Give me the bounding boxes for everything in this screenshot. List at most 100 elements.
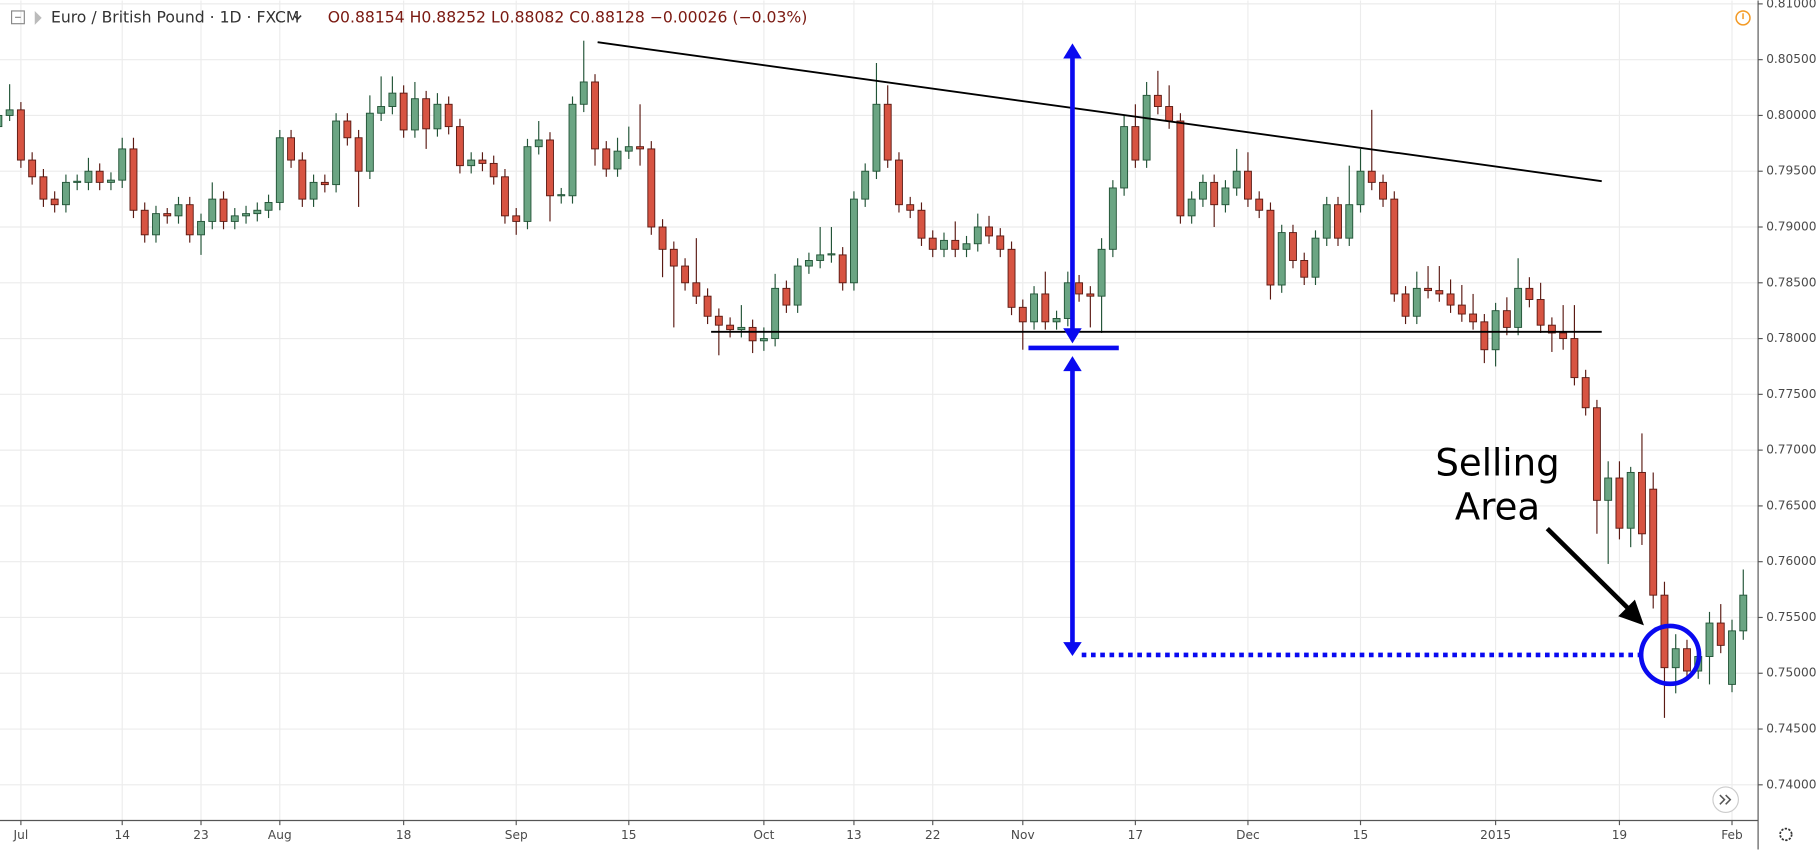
dropdown-icon[interactable] — [293, 15, 302, 21]
candle-body — [0, 114, 3, 128]
candle-body — [73, 180, 82, 183]
candle-body — [557, 194, 566, 197]
candle-body — [523, 146, 532, 222]
candle-body — [1221, 187, 1230, 206]
y-tick-label: 0.77500 — [1766, 387, 1816, 401]
candle-body — [129, 148, 138, 211]
drawings: Selling Area — [597, 41, 1702, 687]
candle-body — [1728, 630, 1736, 685]
candle-body — [1390, 198, 1399, 295]
candle-body — [5, 109, 14, 116]
candle-body — [1559, 332, 1568, 340]
x-tick-label: Dec — [1236, 828, 1260, 842]
candle-body — [1525, 287, 1534, 300]
alert-icon[interactable] — [1735, 10, 1751, 26]
settings-icon[interactable] — [1779, 827, 1793, 842]
candle-body — [489, 162, 498, 178]
candle-body — [546, 139, 554, 197]
pointer-head — [1618, 599, 1644, 626]
collapse-icon[interactable] — [11, 10, 25, 25]
candle-body — [95, 170, 104, 183]
candle-body — [771, 287, 780, 340]
candle-body — [478, 159, 487, 164]
candle-body — [174, 204, 183, 217]
y-tick-label: 0.75000 — [1766, 666, 1816, 680]
candle-body — [849, 198, 858, 284]
candle-body — [16, 109, 25, 161]
candle-body — [759, 338, 768, 342]
candle-body — [1626, 471, 1635, 529]
y-tick-label: 0.78500 — [1766, 275, 1816, 289]
candle-body — [568, 103, 577, 197]
candle-body — [1649, 488, 1658, 596]
candle-body — [1435, 290, 1444, 295]
candle-body — [1018, 306, 1027, 323]
candle-body — [163, 213, 172, 217]
candle-body — [332, 120, 341, 186]
candle-body — [816, 254, 825, 261]
candle-body — [917, 209, 926, 239]
candle-body — [1379, 181, 1387, 200]
candle-body — [275, 137, 284, 203]
candle-body — [1683, 648, 1691, 672]
candle-body — [1705, 622, 1714, 657]
candle-body — [501, 176, 509, 217]
x-tick-label: 22 — [925, 828, 940, 842]
candle-body — [1075, 282, 1084, 295]
candle-body — [703, 295, 712, 317]
pointer-arrow — [1545, 527, 1633, 613]
candle-body — [84, 170, 93, 183]
y-tick-label: 0.78000 — [1766, 331, 1816, 345]
y-tick-label: 0.81000 — [1766, 0, 1816, 10]
candle-body — [208, 198, 217, 222]
candle-body — [1716, 622, 1725, 646]
quote: O0.88154 H0.88252 L0.88082 C0.88128 −0.0… — [328, 7, 808, 26]
y-tick-label: 0.76500 — [1766, 498, 1816, 512]
candle-body — [906, 204, 915, 211]
candle-body — [1334, 204, 1342, 239]
candle-body — [1266, 209, 1275, 286]
x-tick-label: Aug — [268, 828, 292, 842]
candle-body — [681, 265, 690, 284]
scroll-button[interactable] — [1712, 786, 1739, 813]
candle-body — [1277, 232, 1286, 286]
candle-body — [455, 126, 464, 167]
candle-body — [118, 148, 127, 181]
symbol-icon — [34, 10, 42, 25]
candle-body — [669, 248, 678, 267]
candle-body — [1615, 477, 1624, 529]
x-tick-label: Feb — [1721, 828, 1743, 842]
candle-body — [28, 159, 37, 178]
candle-body — [39, 176, 48, 200]
candle-body — [985, 226, 993, 237]
x-tick-label: 15 — [1353, 828, 1368, 842]
x-tick-label: Nov — [1011, 828, 1035, 842]
candle-body — [1255, 198, 1264, 211]
candle-body — [951, 239, 960, 250]
candle-body — [1424, 287, 1432, 292]
candle-body — [1142, 94, 1151, 161]
candle-body — [1311, 237, 1320, 278]
candle-body — [1052, 318, 1061, 323]
x-tick-label: Oct — [753, 828, 774, 842]
candle-body — [714, 315, 723, 326]
candle-body — [1108, 187, 1117, 250]
candle-body — [298, 159, 307, 200]
candle-body — [320, 181, 329, 186]
y-tick-label: 0.75500 — [1766, 610, 1816, 624]
candle-body — [928, 237, 937, 250]
y-tick-label: 0.79000 — [1766, 220, 1816, 234]
candle-body — [410, 98, 419, 131]
candle-body — [1232, 170, 1241, 189]
candle-body — [1345, 204, 1354, 239]
x-tick-label: Jul — [13, 828, 29, 842]
candle-body — [467, 159, 476, 167]
symbol[interactable]: Euro / British Pound · 1D · FXCM — [51, 7, 299, 26]
candle-body — [512, 215, 521, 222]
candle-body — [444, 103, 453, 128]
candle-body — [613, 150, 622, 170]
candle-body — [287, 137, 296, 161]
candle-body — [1041, 293, 1050, 323]
candle-body — [185, 204, 194, 236]
